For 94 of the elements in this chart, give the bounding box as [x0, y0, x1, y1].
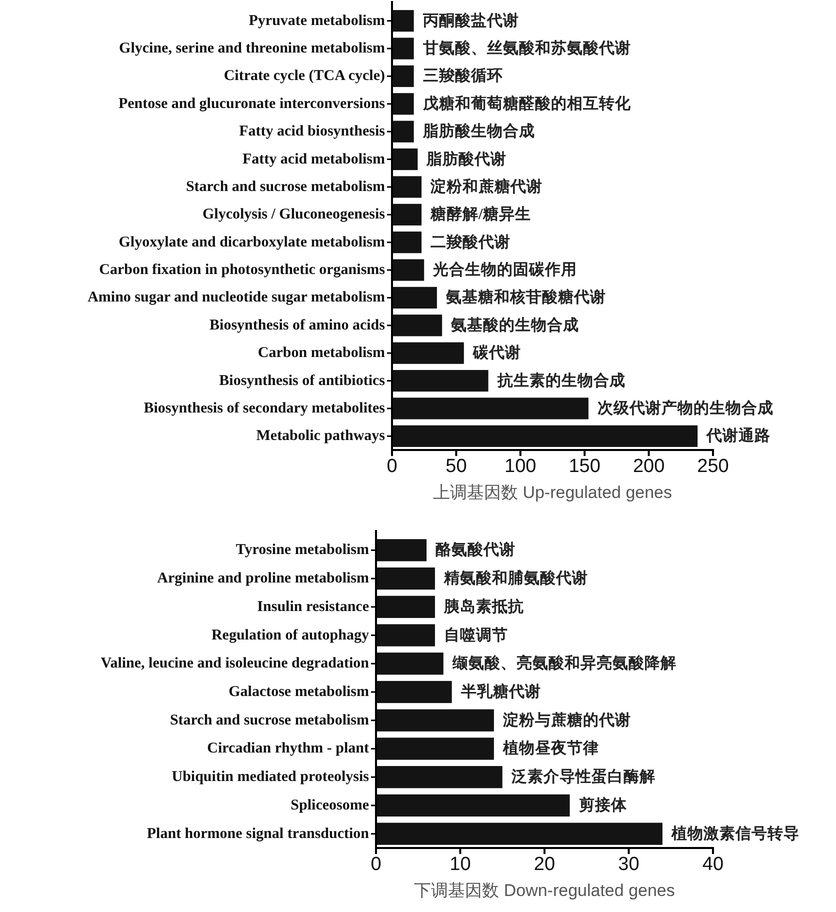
- bar: [392, 93, 414, 115]
- bar: [392, 342, 464, 364]
- y-tick-label: Metabolic pathways: [256, 428, 386, 444]
- bar: [392, 10, 414, 32]
- annotation: 缬氨酸、亮氨酸和异亮氨酸降解: [451, 653, 676, 672]
- y-tick-label: Fatty acid metabolism: [242, 151, 386, 168]
- y-tick-label: Circadian rhythm - plant: [207, 740, 369, 757]
- annotation: 丙酮酸盐代谢: [422, 11, 519, 30]
- bar: [392, 65, 414, 88]
- bar: [392, 370, 488, 392]
- x-axis-title: 上调基因数 Up-regulated genes: [432, 483, 672, 502]
- bar: [392, 148, 418, 170]
- y-tick-label: Biosynthesis of antibiotics: [219, 372, 386, 389]
- y-tick-label: Biosynthesis of secondary metabolites: [144, 400, 386, 416]
- annotation: 半乳糖代谢: [460, 682, 541, 700]
- y-tick-label: Starch and sucrose metabolism: [170, 712, 370, 728]
- y-tick-label: Valine, leucine and isoleucine degradation: [100, 656, 370, 672]
- y-tick-label: Citrate cycle (TCA cycle): [224, 68, 385, 84]
- bar: [392, 232, 422, 254]
- annotation: 三羧酸循环: [422, 66, 503, 85]
- annotation: 淀粉与蔗糖的代谢: [502, 710, 631, 729]
- annotation: 抗生素的生物合成: [496, 371, 626, 390]
- y-tick-label: Carbon metabolism: [258, 345, 386, 362]
- bar: [392, 314, 442, 336]
- y-tick-label: Ubiquitin mediated proteolysis: [172, 769, 370, 786]
- x-tick-label: 30: [618, 854, 640, 875]
- annotation: 植物昼夜节律: [502, 739, 599, 758]
- y-tick-label: Galactose metabolism: [228, 684, 370, 700]
- y-tick-label: Insulin resistance: [257, 598, 370, 615]
- bar: [392, 204, 422, 226]
- y-tick-label: Biosynthesis of amino acids: [210, 317, 386, 334]
- y-tick-label: Glyoxylate and dicarboxylate metabolism: [118, 234, 386, 250]
- annotation: 自噬调节: [444, 626, 508, 644]
- annotation: 碳代谢: [472, 344, 521, 362]
- x-tick-label: 20: [534, 854, 556, 875]
- annotation: 剪接体: [578, 796, 628, 814]
- x-tick-label: 40: [702, 854, 724, 875]
- y-tick-label: Tyrosine metabolism: [236, 542, 370, 558]
- annotation: 戊糖和葡萄糖醛酸的相互转化: [422, 94, 632, 112]
- y-tick-label: Arginine and proline metabolism: [157, 570, 370, 587]
- y-tick-label: Regulation of autophagy: [211, 627, 370, 644]
- y-tick-label: Pentose and glucuronate interconversions: [118, 96, 386, 112]
- bar: [376, 766, 502, 788]
- bar: [392, 120, 414, 142]
- x-tick-label: 200: [632, 456, 665, 477]
- annotation: 泛素介导性蛋白酶解: [510, 768, 656, 786]
- bar: [392, 259, 424, 281]
- y-tick-label: Spliceosome: [290, 797, 370, 814]
- annotation: 光合生物的固碳作用: [432, 260, 578, 279]
- bar: [376, 738, 494, 760]
- annotation: 糖酵解/糖异生: [430, 205, 531, 224]
- bar: [376, 624, 435, 646]
- bar: [376, 652, 444, 675]
- bar: [376, 680, 452, 704]
- annotation: 氨基酸的生物合成: [450, 316, 580, 334]
- annotation: 次级代谢产物的生物合成: [597, 398, 774, 417]
- y-tick-label: Fatty acid biosynthesis: [239, 124, 386, 140]
- y-tick-label: Amino sugar and nucleotide sugar metabolism: [88, 290, 386, 306]
- x-tick-label: 250: [697, 456, 729, 477]
- bar: [376, 794, 570, 817]
- y-tick-label: Carbon fixation in photosynthetic organisms: [99, 262, 386, 278]
- x-tick-label: 10: [450, 854, 471, 875]
- annotation: 甘氨酸、丝氨酸和苏氨酸代谢: [422, 39, 631, 58]
- y-tick-label: Glycolysis / Gluconeogenesis: [202, 206, 386, 223]
- y-tick-label: Pyruvate metabolism: [248, 12, 386, 29]
- bar: [376, 567, 435, 590]
- x-tick-label: 100: [504, 456, 536, 477]
- bar: [392, 425, 698, 447]
- y-tick-label: Starch and sucrose metabolism: [186, 178, 386, 195]
- bar: [392, 286, 437, 309]
- x-tick-label: 150: [568, 456, 600, 477]
- annotation: 植物激素信号转导: [670, 824, 800, 842]
- bar: [392, 398, 588, 420]
- x-tick-label: 50: [446, 456, 467, 477]
- annotation: 淀粉和蔗糖代谢: [430, 177, 543, 196]
- bar: [376, 822, 662, 845]
- annotation: 代谢通路: [706, 426, 771, 445]
- annotation: 二羧酸代谢: [430, 232, 511, 251]
- annotation: 精氨酸和脯氨酸代谢: [442, 569, 588, 588]
- annotation: 脂肪酸生物合成: [422, 122, 535, 140]
- annotation: 氨基糖和核苷酸糖代谢: [444, 288, 606, 306]
- x-tick-label: 0: [370, 854, 382, 875]
- bar: [376, 596, 435, 618]
- annotation: 酪氨酸代谢: [436, 540, 516, 559]
- y-tick-label: Plant hormone signal transduction: [146, 826, 370, 842]
- annotation: 脂肪酸代谢: [426, 150, 507, 168]
- bar: [376, 539, 427, 562]
- annotation: 胰岛素抵抗: [442, 597, 524, 616]
- x-axis-title: 下调基因数 Down-regulated genes: [414, 881, 675, 900]
- y-tick-label: Glycine, serine and threonine metabolism: [119, 40, 386, 57]
- bar: [376, 709, 494, 732]
- bar: [392, 38, 414, 60]
- bar: [392, 176, 422, 198]
- x-tick-label: 0: [386, 456, 398, 477]
